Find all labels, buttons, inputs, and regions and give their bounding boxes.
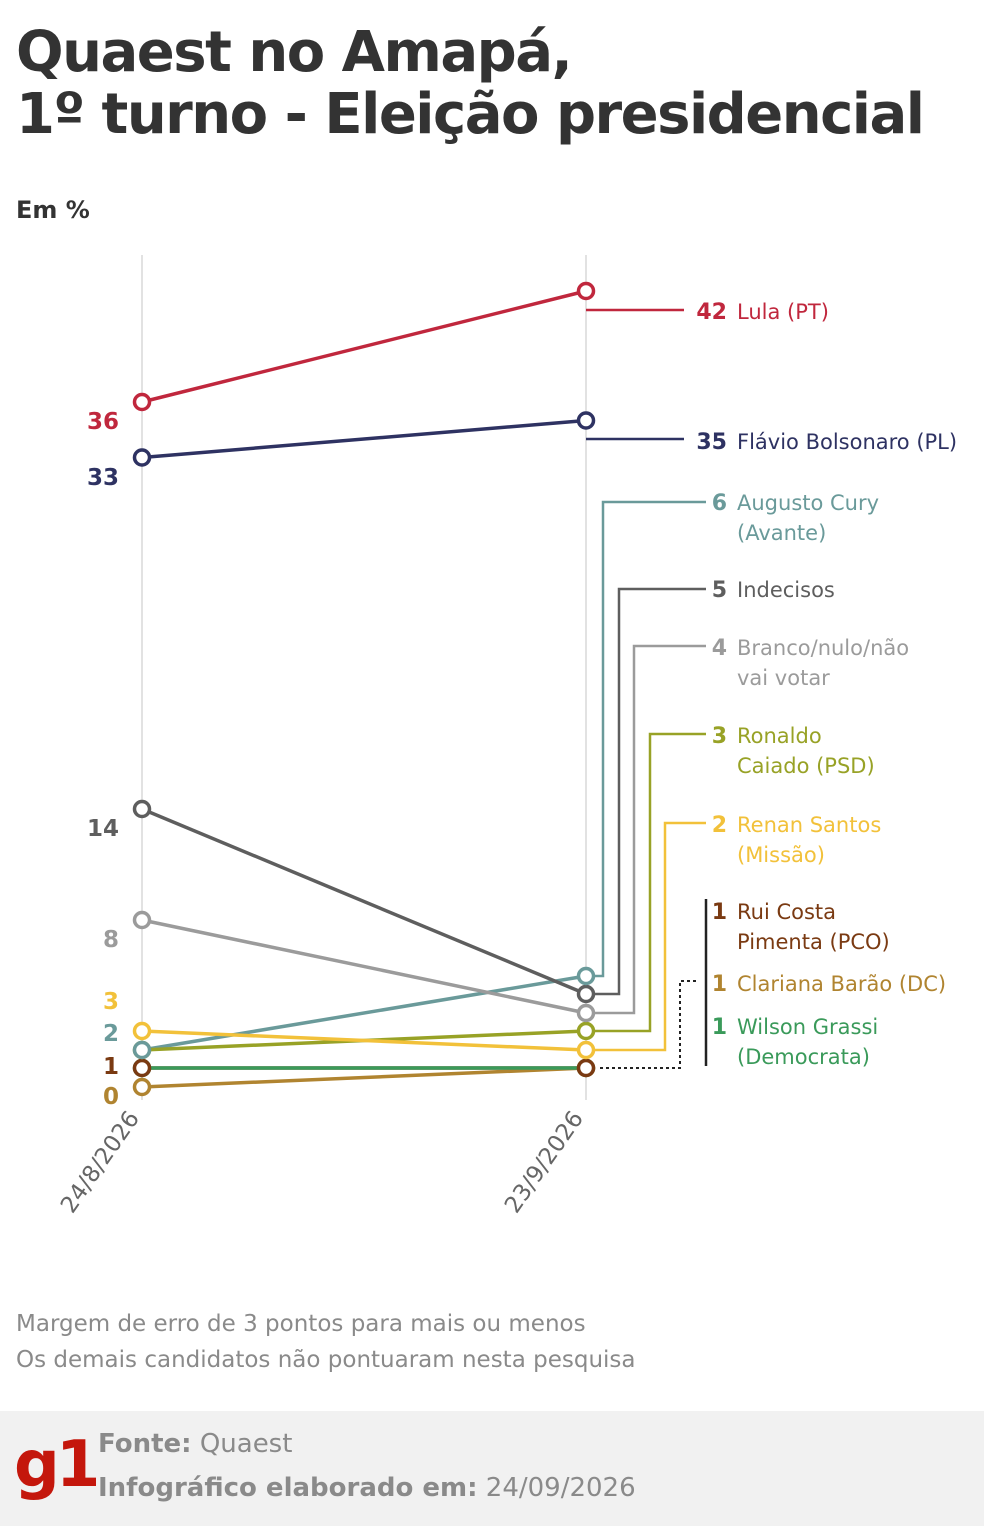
marker-end-3 [576,984,596,1004]
series-label-0-0: Lula (PT) [737,300,829,324]
marker-start-1 [132,448,152,467]
marker-end-0 [576,281,596,301]
leader-line-group [600,980,698,1069]
leader-line-6 [594,821,706,1052]
series-label-2-0: Augusto Cury [737,491,879,515]
series-label-8-0: Clariana Barão (DC) [737,972,946,996]
series-label-7-1: Pimenta (PCO) [737,930,890,954]
source-line: Fonte: Quaest [98,1429,292,1459]
series-line-8 [141,1066,587,1089]
marker-start-3 [132,799,152,819]
series-label-3-0: Indecisos [737,578,835,602]
marker-start-2 [132,1040,152,1060]
notes: Margem de erro de 3 pontos para mais ou … [16,1306,635,1378]
source-label: Fonte: [98,1429,192,1459]
series-label-1-0: Flávio Bolsonaro (PL) [737,430,957,454]
marker-start-6 [132,1021,152,1041]
marker-end-7 [576,1058,596,1078]
series-line-3 [141,807,587,996]
marker-end-2 [576,966,596,986]
series-line-2 [141,974,587,1052]
series-line-6 [141,1029,587,1052]
leader-line-5 [594,732,706,1033]
x-tick-label-0: 24/8/2026 [56,1107,145,1219]
title-line-2: 1º turno - Eleição presidencial [16,82,925,147]
marker-end-4 [576,1003,596,1023]
end-value-7: 1 [712,900,727,925]
series-label-7-0: Rui Costa [737,900,836,924]
g1-logo: g1 [14,1428,100,1502]
leader-line-2 [594,500,706,978]
start-label-1: 33 [87,465,119,491]
series-line-1 [141,418,587,460]
end-value-2: 6 [712,491,727,516]
series-line-0 [141,289,587,404]
series-label-5-0: Ronaldo [737,724,822,748]
start-label-4: 8 [103,927,119,953]
note-margin: Margem de erro de 3 pontos para mais ou … [16,1311,586,1337]
start-label-0: 36 [87,409,119,435]
end-value-0: 42 [696,300,727,325]
end-value-3: 5 [712,578,727,603]
note-others: Os demais candidatos não pontuaram nesta… [16,1347,636,1373]
leader-line-3 [594,587,706,996]
date-label: Infográfico elaborado em: [98,1473,478,1503]
x-tick-label-1: 23/9/2026 [500,1107,589,1219]
marker-start-0 [132,392,152,412]
series-label-9-0: Wilson Grassi [737,1015,878,1039]
source-value: Quaest [199,1429,293,1459]
footer: g1 Fonte: Quaest Infográfico elaborado e… [0,1411,984,1526]
start-label-7: 1 [103,1054,119,1080]
end-value-1: 35 [696,430,727,455]
series-label-6-0: Renan Santos [737,813,881,837]
title-line-1: Quaest no Amapá, [16,20,573,85]
date-value: 24/09/2026 [485,1473,636,1503]
date-line: Infográfico elaborado em: 24/09/2026 [98,1473,636,1503]
marker-start-7 [132,1058,152,1078]
series-label-4-1: vai votar [737,666,830,690]
start-label-extra: 2 [103,1021,119,1047]
series-label-5-1: Caiado (PSD) [737,754,875,778]
unit-label: Em % [16,196,90,224]
start-label-6: 3 [103,989,119,1015]
end-value-8: 1 [712,972,727,997]
series-label-4-0: Branco/nulo/não [737,636,909,660]
start-label-8: 0 [103,1084,119,1110]
end-value-4: 4 [712,636,727,661]
chart-title: Quaest no Amapá, 1º turno - Eleição pres… [16,20,925,147]
end-value-5: 3 [712,724,727,749]
series-label-6-1: (Missão) [737,843,825,867]
series-line-4 [141,918,587,1015]
start-label-3: 14 [87,816,119,842]
marker-end-1 [576,411,596,430]
marker-end-6 [576,1040,596,1060]
marker-start-8 [132,1077,152,1097]
series-label-2-1: (Avante) [737,521,826,545]
series-label-9-1: (Democrata) [737,1045,870,1069]
end-value-9: 1 [712,1015,727,1040]
end-value-6: 2 [712,813,727,838]
marker-end-5 [576,1021,596,1041]
marker-start-4 [132,910,152,930]
leader-line-4 [594,644,706,1015]
